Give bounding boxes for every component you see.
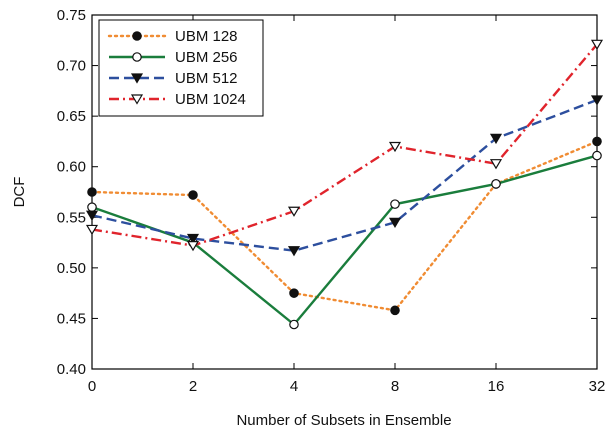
data-point-ubm-256	[390, 199, 400, 209]
x-tick-label: 32	[589, 378, 606, 395]
legend-label: UBM 512	[175, 70, 238, 87]
series-ubm-1024	[85, 39, 604, 252]
series-line-ubm-128	[90, 140, 599, 312]
data-point-ubm-512	[85, 210, 99, 221]
data-point-ubm-1024	[287, 206, 301, 217]
y-tick-label: 0.60	[57, 159, 86, 176]
x-tick-label: 4	[290, 378, 298, 395]
legend-item: UBM 256	[109, 49, 238, 66]
y-tick-label: 0.70	[57, 58, 86, 75]
data-point-ubm-512	[186, 233, 200, 245]
data-point-ubm-1024	[388, 141, 402, 153]
data-point-ubm-256	[592, 150, 602, 161]
legend-item: UBM 1024	[109, 91, 246, 108]
data-point-ubm-128	[390, 305, 400, 316]
y-tick-label: 0.55	[57, 209, 86, 226]
legend-label: UBM 1024	[175, 91, 246, 108]
legend-label: UBM 256	[175, 49, 238, 66]
series-layer	[85, 39, 604, 330]
legend-marker	[132, 52, 142, 62]
series-ubm-512	[85, 95, 604, 257]
y-axis: 0.40 0.45 0.50 0.55 0.60 0.65 0.70 0.75	[57, 7, 597, 378]
y-tick-label: 0.50	[57, 260, 86, 277]
x-tick-label: 8	[391, 378, 399, 395]
data-point-ubm-256	[289, 319, 299, 330]
data-point-ubm-128	[592, 136, 602, 147]
data-point-ubm-1024	[186, 241, 200, 252]
series-line-ubm-512	[91, 98, 598, 252]
y-tick-label: 0.65	[57, 108, 86, 125]
data-point-ubm-1024	[590, 39, 604, 51]
data-point-ubm-512	[590, 95, 604, 106]
y-axis-title: DCF	[11, 177, 28, 208]
data-point-ubm-1024	[85, 224, 99, 236]
legend: UBM 128 UBM 256 UBM 512 UBM 1024	[98, 19, 264, 117]
data-point-ubm-512	[388, 217, 402, 229]
x-tick-label: 2	[189, 378, 197, 395]
data-point-ubm-128	[188, 190, 198, 200]
legend-item: UBM 512	[109, 70, 238, 87]
data-point-ubm-256	[87, 202, 97, 212]
data-point-ubm-256	[491, 179, 501, 189]
y-tick-label: 0.75	[57, 7, 86, 24]
x-tick-label: 16	[488, 378, 505, 395]
data-point-ubm-128	[87, 187, 97, 197]
legend-label: UBM 128	[175, 28, 238, 45]
data-point-ubm-512	[287, 246, 301, 257]
data-point-ubm-512	[489, 133, 503, 145]
data-point-ubm-1024	[489, 159, 503, 170]
y-tick-label: 0.45	[57, 310, 86, 327]
x-axis-title: Number of Subsets in Ensemble	[236, 412, 451, 429]
series-line-ubm-256	[91, 154, 598, 327]
x-tick-label: 0	[88, 378, 96, 395]
series-line-ubm-1024	[91, 43, 598, 247]
legend-marker	[130, 73, 144, 84]
y-tick-label: 0.40	[57, 361, 86, 378]
data-point-ubm-128	[289, 288, 299, 298]
legend-marker	[132, 31, 142, 41]
legend-item: UBM 128	[107, 28, 238, 45]
legend-marker	[130, 94, 144, 105]
